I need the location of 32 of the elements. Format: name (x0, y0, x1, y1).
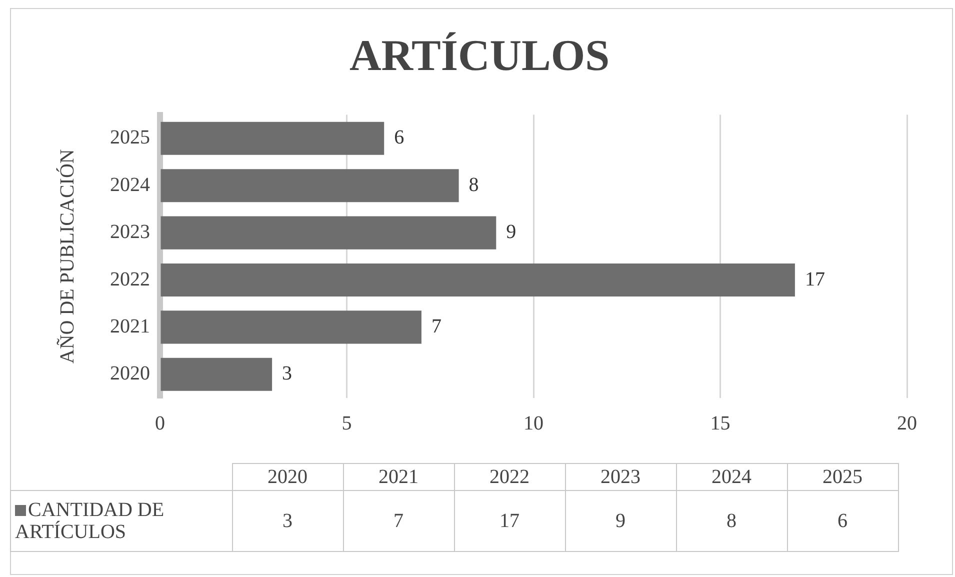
text: 7 (343, 490, 454, 552)
y-tick-label: 2022 (110, 268, 150, 290)
y-tick-label: 2020 (110, 362, 150, 385)
data-label: 6 (394, 126, 404, 149)
data-label: 7 (431, 315, 442, 338)
text: 17 (454, 490, 565, 552)
x-tick-label: 10 (524, 412, 544, 434)
legend-label: CANTIDAD DE ARTÍCULOS (10, 490, 232, 552)
category-label: 2023 (600, 466, 640, 488)
chart-title: ARTÍCULOS (349, 30, 610, 80)
data-label: 8 (468, 174, 479, 196)
y-tick-label: 2023 (110, 221, 150, 244)
category-label: 2024 (712, 466, 752, 488)
text: 8 (676, 490, 787, 552)
x-tick-label: 20 (897, 412, 917, 434)
y-tick-label: 2024 (110, 174, 150, 196)
data-label: 3 (282, 362, 292, 385)
category-label: 2025 (822, 466, 862, 488)
x-tick-label: 0 (155, 412, 165, 434)
text: 3 (232, 490, 343, 552)
data-label: 9 (506, 221, 516, 244)
x-tick-label: 5 (342, 412, 352, 434)
category-label: 2022 (490, 466, 530, 488)
y-tick-label: 2021 (110, 315, 150, 338)
category-label: 2021 (378, 466, 418, 488)
y-axis-title: AÑO DE PUBLICACIÓN (55, 149, 78, 364)
y-tick-label: 2025 (110, 126, 150, 149)
text: 9 (565, 490, 676, 552)
category-label: 2020 (268, 466, 308, 488)
data-label: 17 (804, 268, 825, 290)
x-tick-label: 15 (710, 412, 730, 434)
text: 6 (787, 490, 898, 552)
